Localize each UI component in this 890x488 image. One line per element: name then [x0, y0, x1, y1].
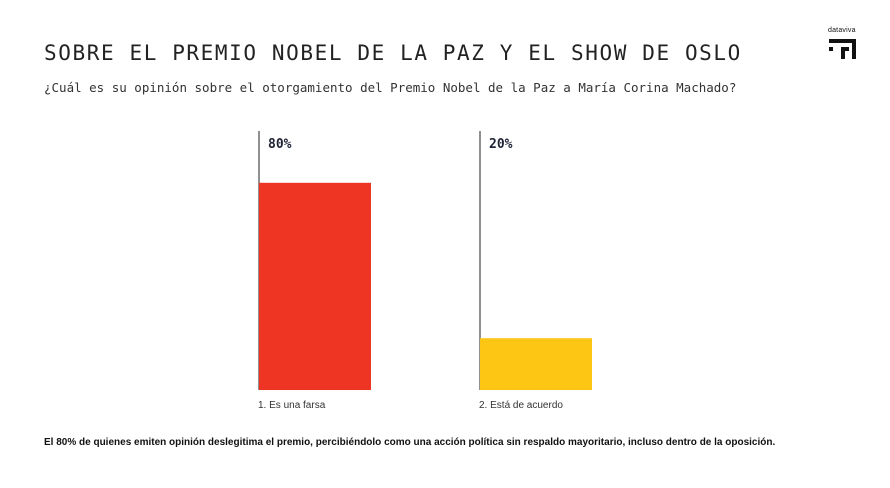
bar-value-label: 20%: [489, 137, 513, 152]
chart-footnote: El 80% de quienes emiten opinión deslegi…: [44, 437, 776, 448]
chart-subtitle: ¿Cuál es su opinión sobre el otorgamient…: [44, 80, 737, 95]
brand-name: dataviva: [828, 27, 856, 34]
category-label: 2. Está de acuerdo: [479, 400, 563, 411]
dataviva-logo: dataviva: [828, 27, 864, 61]
bar-value-label: 80%: [268, 137, 292, 152]
dataviva-logo-icon: [829, 39, 856, 59]
chart-title: SOBRE EL PREMIO NOBEL DE LA PAZ Y EL SHO…: [44, 41, 742, 65]
category-label: 1. Es una farsa: [258, 400, 326, 411]
bar: [480, 338, 592, 390]
bar: [259, 182, 371, 390]
